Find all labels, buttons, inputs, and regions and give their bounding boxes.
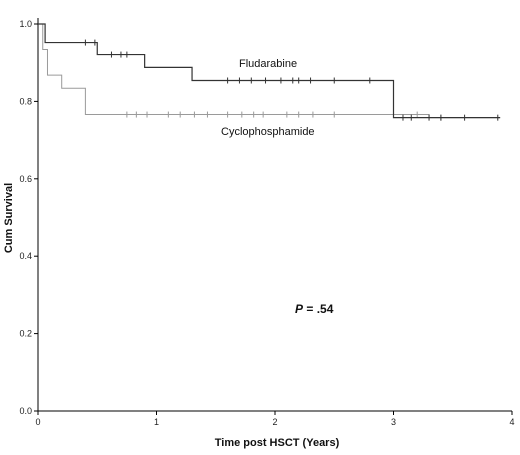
survival-curve (38, 23, 501, 119)
series-cyclophosphamide (38, 23, 501, 121)
series-label-fludarabine: Fludarabine (239, 58, 297, 70)
y-tick-label: 0.8 (19, 96, 32, 106)
y-axis-title: Cum Survival (3, 183, 15, 253)
y-tick-label: 0.6 (19, 174, 32, 184)
x-tick-label: 1 (154, 417, 159, 427)
x-tick-label: 3 (391, 417, 396, 427)
ticks: 0 1 2 3 4 0.0 0.2 0.4 0.6 0.8 1.0 (19, 19, 514, 427)
y-tick-label: 1.0 (19, 19, 32, 29)
axes (37, 18, 512, 412)
p-value-symbol: P (295, 302, 304, 316)
x-tick-label: 0 (35, 417, 40, 427)
series-label-cyclophosphamide: Cyclophosphamide (221, 126, 315, 138)
y-tick-label: 0.0 (19, 406, 32, 416)
p-value-annotation: P = .54 (295, 302, 334, 316)
survival-curve (38, 23, 501, 119)
x-axis-title: Time post HSCT (Years) (215, 437, 340, 449)
x-tick-label: 2 (272, 417, 277, 427)
p-value-number: = .54 (303, 302, 334, 316)
x-tick-label: 4 (509, 417, 514, 427)
y-tick-label: 0.4 (19, 251, 32, 261)
series-group (38, 23, 501, 121)
series-fludarabine (38, 23, 501, 121)
y-tick-label: 0.2 (19, 329, 32, 339)
